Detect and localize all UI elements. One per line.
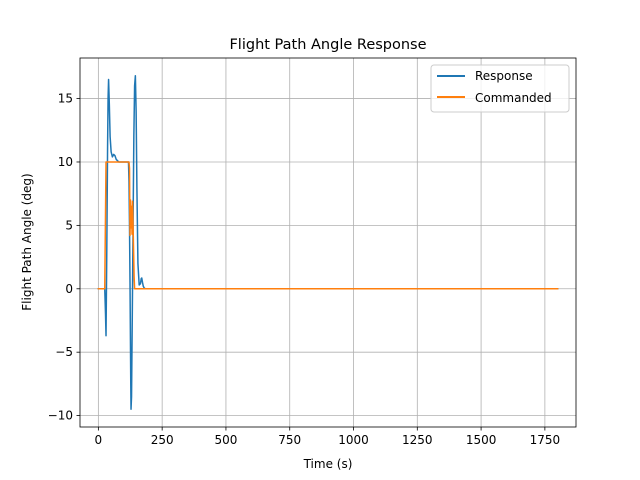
- y-tick-label: 15: [58, 92, 73, 106]
- data-series: [97, 75, 559, 410]
- axis-ticks: 0 250 500 750 1000 1250 1500 1750 −10 −5 0 5 10 15: [48, 92, 560, 447]
- legend-label-response: Response: [475, 69, 533, 83]
- y-tick-label: 5: [65, 218, 73, 232]
- legend-box: [430, 64, 570, 113]
- x-tick-label: 750: [278, 433, 301, 447]
- legend: Response Commanded: [430, 64, 570, 113]
- legend-label-commanded: Commanded: [475, 91, 552, 105]
- y-axis-label: Flight Path Angle (deg): [20, 173, 34, 310]
- x-tick-label: 1500: [466, 433, 497, 447]
- y-tick-label: 0: [65, 282, 73, 296]
- y-tick-label: −10: [48, 409, 73, 423]
- x-axis-label: Time (s): [303, 457, 353, 471]
- x-tick-label: 1000: [338, 433, 369, 447]
- x-tick-label: 250: [151, 433, 174, 447]
- x-tick-label: 500: [214, 433, 237, 447]
- y-tick-label: 10: [58, 155, 73, 169]
- chart-title: Flight Path Angle Response: [229, 37, 426, 53]
- x-tick-label: 1250: [402, 433, 433, 447]
- y-tick-label: −5: [55, 345, 73, 359]
- x-tick-label: 1750: [530, 433, 561, 447]
- series-line-commanded: [97, 161, 559, 290]
- x-tick-label: 0: [95, 433, 103, 447]
- plot-frame: [79, 57, 577, 428]
